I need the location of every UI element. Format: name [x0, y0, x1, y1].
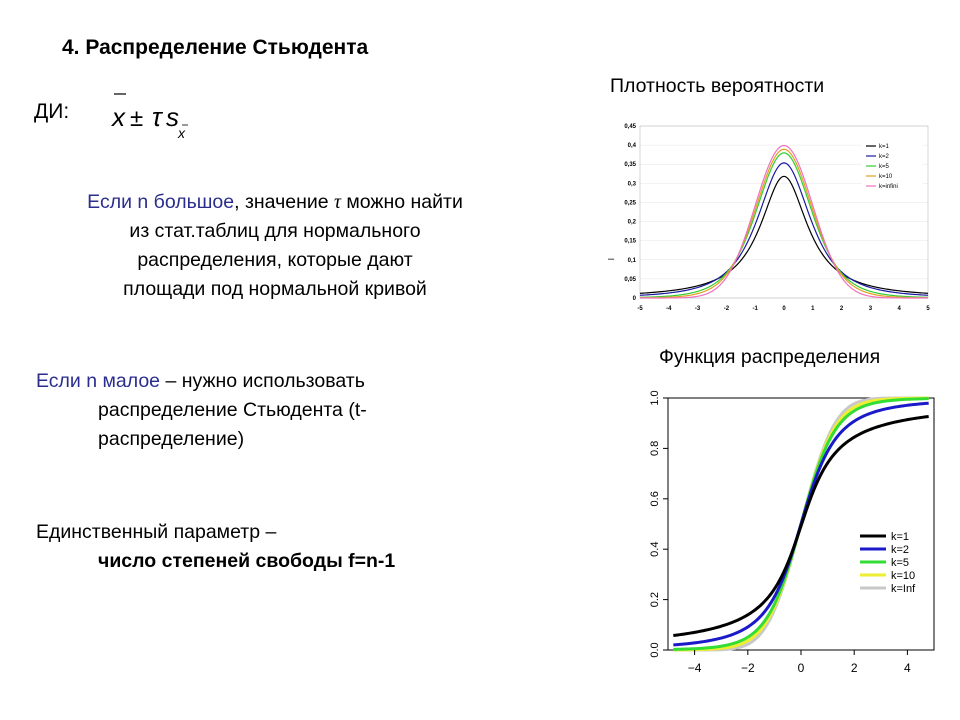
formula-x: x — [110, 102, 126, 132]
density-ytick-label: 0,4 — [628, 143, 637, 149]
tau-symbol: τ — [334, 192, 341, 213]
small-n-text: – нужно использовать — [160, 370, 365, 392]
density-xtick-label: -3 — [695, 306, 701, 312]
density-ytick-label: 0,35 — [624, 162, 636, 168]
density-legend-label: k=5 — [879, 164, 890, 170]
density-ytick-label: 0,15 — [624, 239, 636, 245]
cdf-legend-label: k=5 — [891, 557, 909, 569]
formula-tau: τ — [152, 102, 164, 132]
large-n-text2: можно найти — [340, 191, 463, 213]
cdf-chart-title: Функция распределения — [659, 346, 881, 368]
ci-label: ДИ: — [34, 100, 70, 123]
density-ytick-label: 0,1 — [628, 258, 637, 264]
large-n-line2: из стат.таблиц для нормального — [129, 220, 421, 242]
cdf-ytick-label: 1.0 — [649, 390, 661, 405]
cdf-chart: 0.0 0.2 0.4 0.6 0.8 1.0 −4 −2 0 2 4 k=1k=2k=5k=10k… — [649, 390, 935, 675]
paragraph-small-n: Если n малое – нужно использовать распре… — [36, 367, 506, 454]
density-xtick-label: 5 — [926, 306, 930, 312]
ci-formula: x ± τ s x — [110, 93, 188, 141]
cdf-xtick-label: −2 — [741, 661, 755, 675]
large-n-line4: площади под нормальной кривой — [123, 278, 427, 300]
cdf-xtick-label: 0 — [798, 661, 805, 675]
cdf-legend-label: k=2 — [891, 544, 909, 556]
small-n-line3: распределение) — [98, 428, 245, 450]
paragraph-large-n: Если n большое, значение τ можно найти и… — [20, 188, 530, 304]
cdf-ytick-label: 0.6 — [649, 491, 661, 506]
formula-pm: ± — [130, 105, 143, 132]
cdf-legend-label: k=10 — [891, 570, 915, 582]
density-ytick-label: 0,3 — [628, 181, 637, 187]
cdf-ytick-label: 0.4 — [649, 542, 661, 557]
cdf-ytick-label: 0.8 — [649, 441, 661, 456]
cdf-xtick-label: 4 — [904, 661, 911, 675]
large-n-text1: , значение — [234, 191, 334, 213]
density-xtick-label: -1 — [753, 306, 759, 312]
density-series-k=2 — [639, 162, 929, 296]
density-ytick-label: 0,25 — [624, 200, 636, 206]
density-xtick-label: 1 — [811, 306, 815, 312]
cdf-ytick-label: 0.0 — [649, 642, 661, 657]
density-legend-label: k=10 — [879, 174, 893, 180]
cdf-xtick-label: 2 — [851, 661, 858, 675]
density-ytick-label: 0,45 — [624, 124, 636, 130]
large-n-lead: Если n большое — [87, 191, 235, 213]
cdf-xtick-label: −4 — [688, 661, 702, 675]
density-series-k=1 — [639, 175, 929, 294]
density-ytick-label: 0,05 — [624, 277, 636, 283]
parameter-line1: Единственный параметр – — [36, 521, 277, 543]
density-xtick-label: -2 — [724, 306, 730, 312]
parameter-line2: число степеней свободы f=n-1 — [98, 550, 396, 572]
small-n-line2: распределение Стьюдента (t- — [98, 399, 367, 421]
cdf-series-k=1 — [673, 414, 929, 638]
density-ytick-label: 0 — [633, 296, 637, 302]
density-chart-title: Плотность вероятности — [610, 75, 825, 97]
density-legend-label: k=1 — [879, 144, 890, 150]
density-series-k=Infini — [640, 144, 928, 299]
paragraph-parameter: Единственный параметр – число степеней с… — [36, 518, 516, 576]
cdf-legend-label: k=Inf — [891, 583, 916, 595]
cdf-ytick-label: 0.2 — [649, 592, 661, 607]
large-n-line3: распределения, которые дают — [137, 249, 413, 271]
formula-s: s — [166, 102, 179, 132]
density-ylabel: – — [608, 253, 615, 265]
density-xtick-label: -5 — [637, 306, 643, 312]
density-xtick-label: -4 — [666, 306, 672, 312]
formula-sub: x — [177, 125, 186, 141]
small-n-lead: Если n малое — [36, 370, 161, 392]
density-ytick-label: 0,2 — [628, 220, 637, 226]
slide-title: 4. Распределение Стьюдента — [62, 36, 369, 59]
density-xtick-label: 0 — [782, 306, 786, 312]
density-xtick-label: 4 — [898, 306, 902, 312]
density-series-k=5 — [639, 152, 929, 298]
density-legend-label: k=2 — [879, 154, 890, 160]
cdf-legend-label: k=1 — [891, 531, 909, 543]
density-plot-area — [639, 125, 929, 299]
density-series-k=10 — [639, 148, 929, 299]
density-legend-label: k=infini — [879, 184, 898, 190]
density-xtick-label: 2 — [840, 306, 844, 312]
density-xtick-label: 3 — [869, 306, 873, 312]
density-chart: – 0 0,05 0,1 0,15 0,2 0,25 0,3 0,35 0,4 0,45 -5 -4 -… — [608, 124, 930, 312]
